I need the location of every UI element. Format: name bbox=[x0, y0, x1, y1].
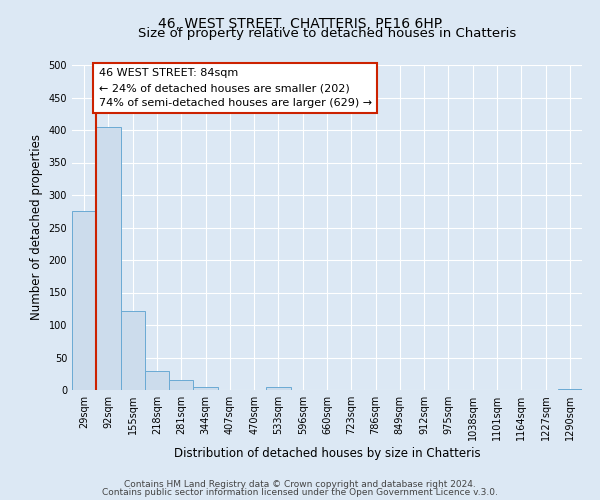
Text: 46 WEST STREET: 84sqm
← 24% of detached houses are smaller (202)
74% of semi-det: 46 WEST STREET: 84sqm ← 24% of detached … bbox=[99, 68, 372, 108]
Bar bbox=[121, 310, 145, 390]
Bar bbox=[266, 387, 290, 390]
Bar bbox=[72, 211, 96, 390]
Text: Contains public sector information licensed under the Open Government Licence v.: Contains public sector information licen… bbox=[102, 488, 498, 497]
Text: Contains HM Land Registry data © Crown copyright and database right 2024.: Contains HM Land Registry data © Crown c… bbox=[124, 480, 476, 489]
Bar bbox=[145, 371, 169, 390]
Text: 46, WEST STREET, CHATTERIS, PE16 6HP: 46, WEST STREET, CHATTERIS, PE16 6HP bbox=[158, 18, 442, 32]
Bar bbox=[558, 388, 582, 390]
X-axis label: Distribution of detached houses by size in Chatteris: Distribution of detached houses by size … bbox=[173, 448, 481, 460]
Title: Size of property relative to detached houses in Chatteris: Size of property relative to detached ho… bbox=[138, 27, 516, 40]
Y-axis label: Number of detached properties: Number of detached properties bbox=[30, 134, 43, 320]
Bar bbox=[96, 126, 121, 390]
Bar bbox=[169, 380, 193, 390]
Bar bbox=[193, 387, 218, 390]
